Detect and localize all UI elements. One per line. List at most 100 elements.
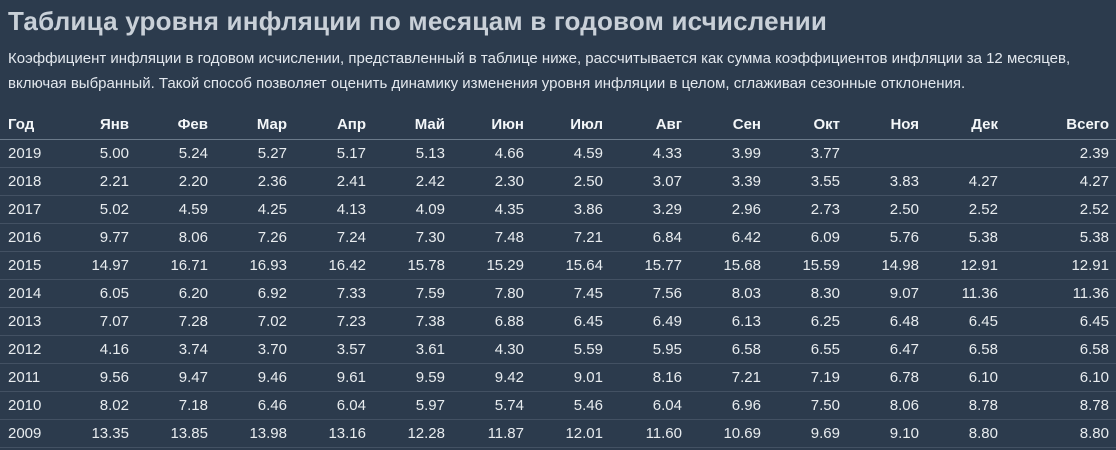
table-row: 2019 5.00 5.24 5.27 5.17 5.13 4.66 4.59 4.33 3.99… xyxy=(0,139,1116,168)
value-cell: 8.80 xyxy=(1010,419,1116,448)
value-cell: 2.39 xyxy=(1010,139,1116,168)
value-cell: 8.78 xyxy=(1010,391,1116,420)
value-cell: 5.00 xyxy=(62,139,141,168)
value-cell: 6.58 xyxy=(1010,335,1116,364)
value-cell: 9.61 xyxy=(299,363,378,392)
column-header: Дек xyxy=(931,110,1010,140)
value-cell: 2.20 xyxy=(141,167,220,196)
value-cell: 2.96 xyxy=(694,195,773,224)
value-cell: 15.68 xyxy=(694,251,773,280)
column-header: Май xyxy=(378,110,457,140)
value-cell: 6.20 xyxy=(141,279,220,308)
value-cell: 5.97 xyxy=(378,391,457,420)
value-cell: 8.06 xyxy=(141,223,220,252)
value-cell: 4.59 xyxy=(141,195,220,224)
value-cell: 6.25 xyxy=(773,307,852,336)
value-cell: 13.98 xyxy=(220,419,299,448)
value-cell: 3.99 xyxy=(694,139,773,168)
value-cell: 6.10 xyxy=(931,363,1010,392)
value-cell: 3.74 xyxy=(141,335,220,364)
value-cell: 6.55 xyxy=(773,335,852,364)
value-cell: 5.76 xyxy=(852,223,931,252)
year-cell: 2010 xyxy=(0,391,62,420)
year-cell: 2009 xyxy=(0,419,62,448)
value-cell: 13.16 xyxy=(299,419,378,448)
value-cell: 7.18 xyxy=(141,391,220,420)
value-cell: 5.46 xyxy=(536,391,615,420)
value-cell: 5.59 xyxy=(536,335,615,364)
year-cell: 2016 xyxy=(0,223,62,252)
year-cell: 2017 xyxy=(0,195,62,224)
value-cell: 6.42 xyxy=(694,223,773,252)
value-cell: 3.07 xyxy=(615,167,694,196)
value-cell: 6.04 xyxy=(299,391,378,420)
inflation-table: Год Янв Фев Мар Апр Май Июн Июл Авг Сен Окт Ноя Дек В… xyxy=(0,110,1116,448)
value-cell: 11.87 xyxy=(457,419,536,448)
value-cell: 6.47 xyxy=(852,335,931,364)
table-row: 2012 4.16 3.74 3.70 3.57 3.61 4.30 5.59 5.95 6.58… xyxy=(0,335,1116,364)
value-cell: 16.71 xyxy=(141,251,220,280)
value-cell: 8.16 xyxy=(615,363,694,392)
value-cell: 4.16 xyxy=(62,335,141,364)
table-row: 2017 5.02 4.59 4.25 4.13 4.09 4.35 3.86 3.29 2.96… xyxy=(0,195,1116,224)
value-cell: 5.17 xyxy=(299,139,378,168)
value-cell: 3.83 xyxy=(852,167,931,196)
value-cell: 3.57 xyxy=(299,335,378,364)
value-cell: 10.69 xyxy=(694,419,773,448)
value-cell: 7.48 xyxy=(457,223,536,252)
value-cell: 4.27 xyxy=(1010,167,1116,196)
value-cell: 9.77 xyxy=(62,223,141,252)
value-cell: 15.78 xyxy=(378,251,457,280)
value-cell: 5.38 xyxy=(931,223,1010,252)
value-cell: 11.36 xyxy=(931,279,1010,308)
value-cell: 2.30 xyxy=(457,167,536,196)
value-cell: 2.50 xyxy=(852,195,931,224)
table-row: 2018 2.21 2.20 2.36 2.41 2.42 2.30 2.50 3.07 3.39… xyxy=(0,167,1116,196)
value-cell: 8.03 xyxy=(694,279,773,308)
value-cell: 7.26 xyxy=(220,223,299,252)
value-cell: 3.86 xyxy=(536,195,615,224)
value-cell: 5.13 xyxy=(378,139,457,168)
value-cell: 11.36 xyxy=(1010,279,1116,308)
page-description-line-1: Коэффициент инфляции в годовом исчислени… xyxy=(8,50,1071,67)
column-header: Ноя xyxy=(852,110,931,140)
value-cell: 9.56 xyxy=(62,363,141,392)
value-cell: 6.49 xyxy=(615,307,694,336)
column-header: Мар xyxy=(220,110,299,140)
page-title: Таблица уровня инфляции по месяцам в год… xyxy=(8,6,828,36)
column-header: Апр xyxy=(299,110,378,140)
column-header: Фев xyxy=(141,110,220,140)
column-header: Июл xyxy=(536,110,615,140)
value-cell: 7.59 xyxy=(378,279,457,308)
value-cell: 3.70 xyxy=(220,335,299,364)
value-cell: 9.10 xyxy=(852,419,931,448)
table-row: 2014 6.05 6.20 6.92 7.33 7.59 7.80 7.45 7.56 8.03… xyxy=(0,279,1116,308)
value-cell: 8.02 xyxy=(62,391,141,420)
value-cell: 3.29 xyxy=(615,195,694,224)
column-header: Янв xyxy=(62,110,141,140)
value-cell: 12.91 xyxy=(931,251,1010,280)
value-cell: 15.59 xyxy=(773,251,852,280)
value-cell: 7.33 xyxy=(299,279,378,308)
value-cell: 11.60 xyxy=(615,419,694,448)
value-cell: 9.46 xyxy=(220,363,299,392)
value-cell: 8.30 xyxy=(773,279,852,308)
value-cell: 4.35 xyxy=(457,195,536,224)
value-cell: 9.69 xyxy=(773,419,852,448)
column-header: Июн xyxy=(457,110,536,140)
value-cell: 6.58 xyxy=(931,335,1010,364)
table-header: Год Янв Фев Мар Апр Май Июн Июл Авг Сен Окт Ноя Дек В… xyxy=(0,110,1116,140)
value-cell: 9.01 xyxy=(536,363,615,392)
value-cell: 5.24 xyxy=(141,139,220,168)
value-cell: 16.93 xyxy=(220,251,299,280)
table-row: 2009 13.35 13.85 13.98 13.16 12.28 11.87 12.01 1… xyxy=(0,419,1116,448)
value-cell: 4.13 xyxy=(299,195,378,224)
year-cell: 2014 xyxy=(0,279,62,308)
value-cell: 9.59 xyxy=(378,363,457,392)
value-cell: 6.10 xyxy=(1010,363,1116,392)
value-cell: 5.74 xyxy=(457,391,536,420)
value-cell: 2.21 xyxy=(62,167,141,196)
table-row: 2016 9.77 8.06 7.26 7.24 7.30 7.48 7.21 6.84 6.42… xyxy=(0,223,1116,252)
table-row: 2015 14.97 16.71 16.93 16.42 15.78 15.29 15.64 1… xyxy=(0,251,1116,280)
value-cell: 8.80 xyxy=(931,419,1010,448)
